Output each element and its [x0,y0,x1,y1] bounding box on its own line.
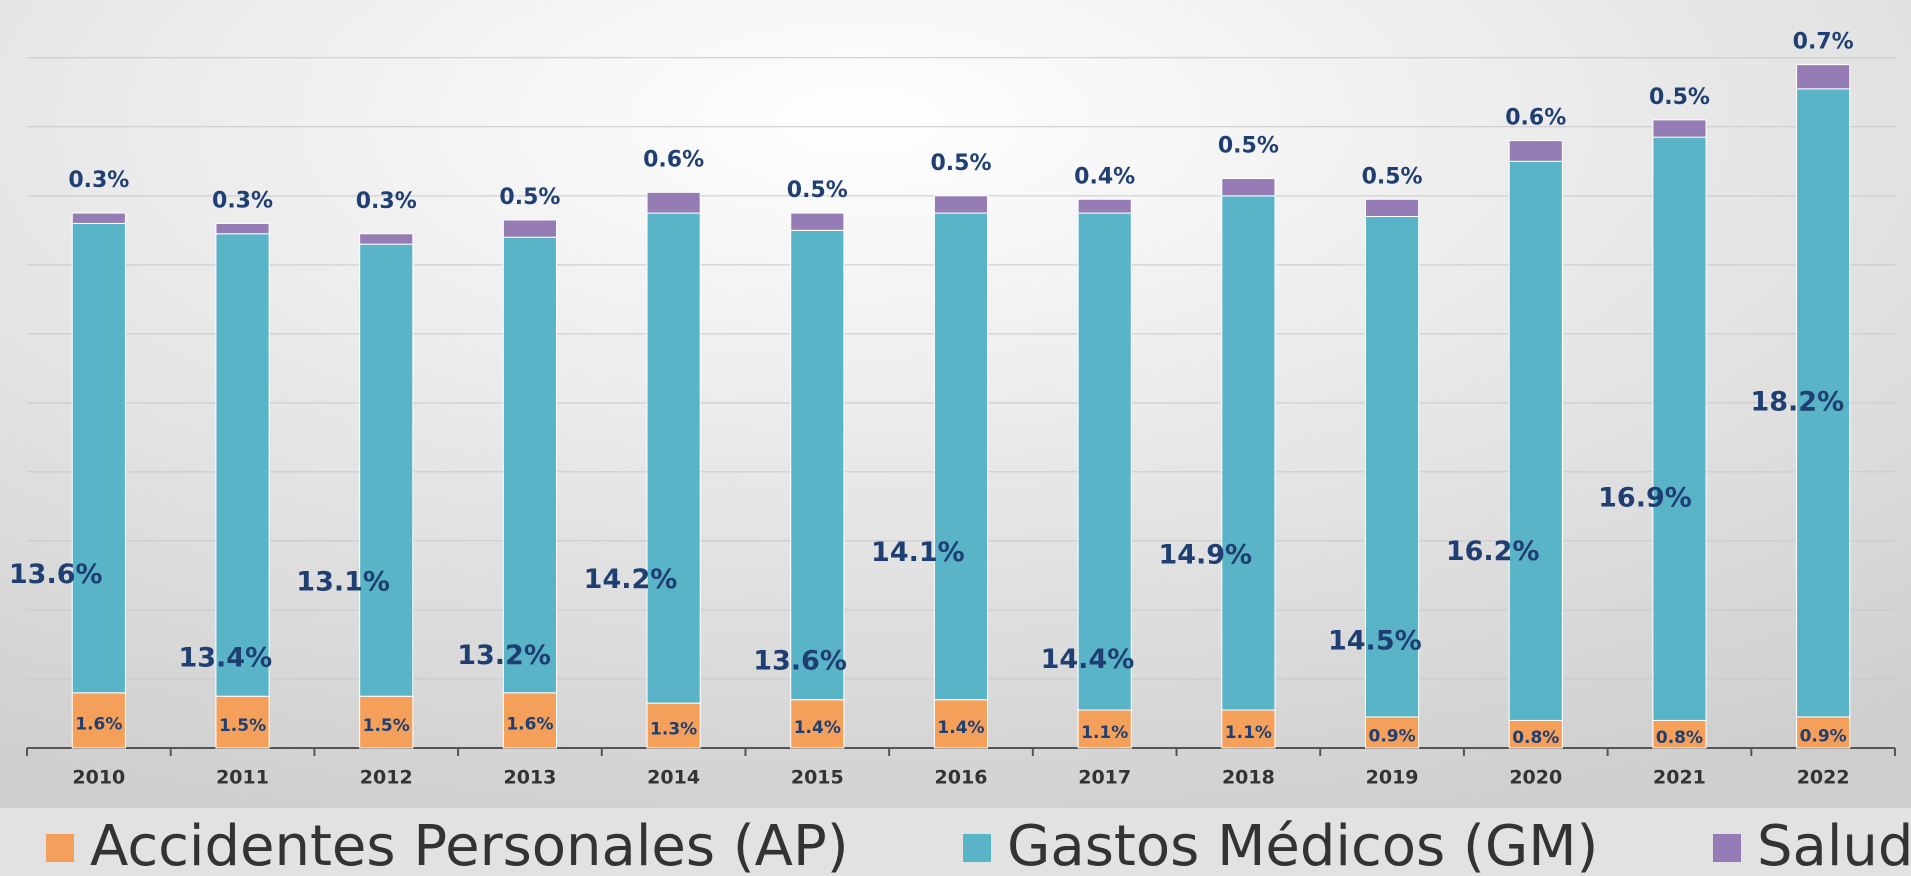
data-label: 0.6% [1505,106,1566,131]
data-label: 0.5% [1362,164,1423,189]
data-label: 1.4% [937,718,984,738]
legend-label: Salud [1757,814,1911,876]
bar-segment [1508,140,1563,162]
bar-segment [71,692,126,749]
bar-segment [1221,195,1276,711]
data-label: 14.4% [1041,644,1135,675]
data-label: 13.6% [753,646,847,677]
bar-segment [1796,88,1851,718]
x-tick-label: 2022 [1797,767,1850,789]
bar-segment [359,233,414,245]
bar-segment [1652,136,1707,721]
legend-label: Accidentes Personales (AP) [90,814,849,876]
x-tick-label: 2020 [1509,767,1562,789]
bar-segment [646,212,701,704]
legend-marker [46,834,74,862]
legend-label: Gastos Médicos (GM) [1007,814,1598,876]
x-tick-label: 2019 [1366,767,1419,789]
data-label: 0.5% [1218,134,1279,159]
bar-segment [1077,709,1132,749]
bar-segment [215,222,270,235]
data-label: 1.4% [794,718,841,738]
data-label: 0.8% [1656,728,1703,748]
data-label: 1.5% [363,716,410,736]
bar-segment [1364,716,1420,749]
data-label: 1.1% [1225,723,1272,743]
data-label: 18.2% [1750,386,1844,417]
bar-segment [215,233,270,697]
x-tick-label: 2015 [791,767,844,789]
bar-segment [1221,178,1276,197]
data-label: 13.6% [9,559,103,590]
bar-segment [1364,216,1420,718]
data-label: 13.2% [457,640,551,671]
bar-segment [933,212,989,701]
data-label: 0.3% [356,189,417,214]
x-tick-label: 2014 [647,767,700,789]
bar-segment [1221,709,1276,749]
x-tick-label: 2012 [360,767,413,789]
data-label: 13.1% [296,567,390,598]
data-label: 14.9% [1158,539,1252,570]
data-label: 0.3% [212,188,273,213]
data-label: 1.5% [219,716,266,736]
bar-segment [790,212,845,231]
x-tick-label: 2021 [1653,767,1706,789]
legend-marker [1713,834,1741,862]
bar-segment [215,695,270,749]
data-label: 0.6% [643,147,704,172]
bar-segment [1364,198,1420,218]
data-label: 0.5% [1649,85,1710,110]
x-tick-label: 2011 [216,767,269,789]
data-label: 1.6% [506,714,553,734]
data-label: 16.9% [1598,482,1692,513]
bar-segment [71,212,126,224]
legend-marker [963,834,991,862]
data-label: 14.1% [871,537,965,568]
bar-segment [502,236,558,694]
data-label: 14.5% [1328,625,1422,656]
bar-segment [1796,64,1851,90]
x-tick-label: 2013 [503,767,556,789]
data-label: 0.5% [787,178,848,203]
bar-segment [1652,119,1707,138]
bar-segment [933,699,989,749]
bar-segment [933,195,989,214]
data-label: 1.1% [1081,723,1128,743]
bar-segment [1077,198,1132,214]
bar-segment [502,219,558,238]
data-label: 16.2% [1446,536,1540,567]
data-label: 13.4% [178,643,272,674]
x-tick-label: 2016 [935,767,988,789]
data-label: 0.8% [1512,728,1559,748]
data-label: 1.6% [75,714,122,734]
bar-segment [71,222,126,694]
data-label: 1.3% [650,720,697,740]
data-label: 0.3% [68,168,129,193]
bar-segment [1077,212,1132,711]
bar-segment [646,191,701,214]
data-label: 0.9% [1368,726,1415,746]
x-tick-label: 2010 [72,767,125,789]
bar-segment [1508,160,1563,721]
data-label: 14.2% [584,564,678,595]
bar-segment [359,695,414,749]
data-label: 0.9% [1800,726,1847,746]
data-label: 0.4% [1074,164,1135,189]
data-label: 0.7% [1793,30,1854,55]
bar-segment [359,243,414,697]
bar-segment [1652,719,1707,749]
x-tick-label: 2018 [1222,767,1275,789]
data-label: 0.5% [499,185,560,210]
x-tick-label: 2017 [1078,767,1131,789]
bar-segment [502,692,558,749]
legend-background [0,808,1911,876]
bar-segment [790,229,845,701]
bar-segment [646,702,701,749]
data-label: 0.5% [930,151,991,176]
